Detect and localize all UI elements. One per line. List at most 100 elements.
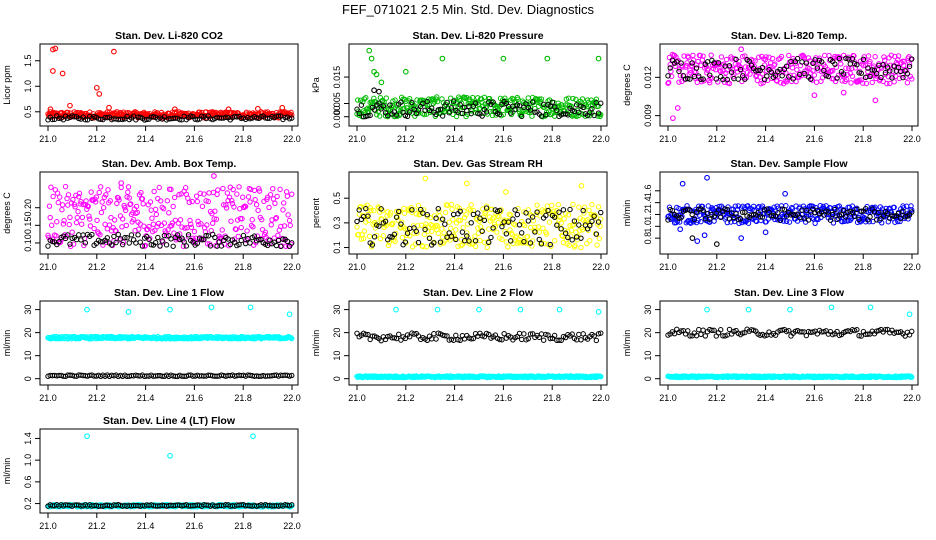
point-series [535,103,542,109]
point-reference [696,326,702,333]
point-reference [698,76,704,83]
point-series [81,333,87,340]
point-reference [825,209,832,215]
point-reference [834,328,840,335]
point-reference [457,102,463,108]
y-tick-label: 1.4 [643,196,653,209]
point-series [220,185,226,192]
point-reference [442,332,448,339]
point-series [453,227,459,233]
point-series [422,224,428,230]
point-reference [742,209,748,215]
point-reference [367,112,373,119]
point-outlier [208,304,215,311]
point-series [786,219,793,225]
point-reference [280,236,286,242]
point-reference [685,328,691,334]
point-series [500,111,507,118]
point-series [573,96,579,102]
data-points [45,304,295,380]
point-reference [393,112,400,118]
point-reference [569,331,575,337]
point-series [762,56,769,63]
point-reference [909,56,915,62]
point-reference [157,243,163,249]
point-series [119,224,125,230]
point-reference [486,239,492,245]
x-tick-label: 22.0 [283,262,301,272]
point-outlier [787,306,793,313]
point-reference [365,213,371,219]
point-series [673,219,679,226]
y-tick-label: 10 [332,351,342,361]
x-tick-label: 21.0 [659,134,677,144]
point-reference [446,110,452,116]
point-series [149,215,155,221]
point-reference [775,210,781,216]
point-series [813,79,820,85]
point-series [906,61,913,67]
point-series [437,241,444,247]
point-series [439,226,445,232]
point-outlier [84,433,90,440]
point-reference [111,233,117,240]
point-series [778,53,785,60]
point-reference [521,238,527,245]
point-reference [832,61,838,67]
point-reference [856,332,862,339]
point-reference [251,233,258,239]
point-reference [578,337,584,343]
point-series [46,203,53,209]
point-reference [779,73,785,79]
point-reference [391,231,398,238]
x-tick-label: 21.2 [88,134,106,144]
point-reference [880,62,886,68]
point-reference [514,211,521,218]
point-reference [516,330,523,337]
y-axis-label: ml/min [2,458,12,485]
point-series [860,80,866,86]
point-series [672,63,679,70]
point-reference [558,337,564,344]
point-outlier [701,232,708,239]
point-outlier [595,309,602,315]
x-tick-label: 21.8 [854,262,872,272]
point-reference [676,215,682,221]
point-reference [369,242,376,248]
point-reference [735,76,741,82]
point-reference [407,109,413,115]
point-outlier [782,190,788,197]
point-reference [475,210,481,216]
x-tick-label: 22.0 [283,134,301,144]
y-axis-label: degrees C [2,192,12,234]
point-reference [739,209,746,215]
point-series [59,202,66,208]
panel-title: Stan. Dev. Sample Flow [730,158,848,170]
point-series [792,61,799,67]
point-reference [794,55,801,62]
point-series [147,199,154,205]
point-reference [519,113,525,120]
point-reference [880,213,886,219]
point-series [838,71,845,77]
point-reference [459,229,466,235]
point-series [397,224,403,230]
point-series [235,233,242,240]
point-reference [264,242,271,249]
point-series [469,94,476,101]
point-outlier [439,55,446,62]
y-tick-label: 20 [643,328,653,338]
point-series [512,222,518,228]
point-outlier [502,189,509,195]
point-reference [113,239,119,246]
point-series [483,203,490,209]
y-tick-label: 0.1 [332,241,342,254]
point-series [890,68,896,74]
point-reference [472,100,479,106]
point-series [212,208,218,214]
panel-title: Stan. Dev. Li-820 CO2 [115,30,223,42]
point-reference [170,243,176,249]
point-outlier [694,238,701,244]
x-tick-label: 21.0 [39,262,57,272]
